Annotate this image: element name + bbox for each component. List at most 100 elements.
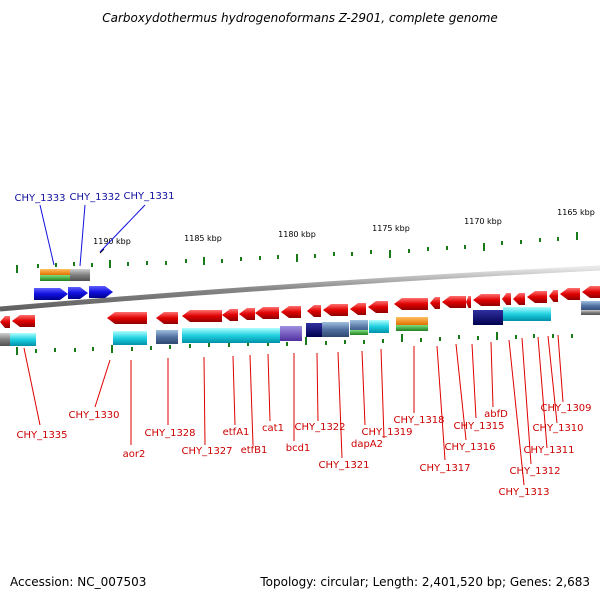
label-leader [39, 204, 55, 266]
gene-label: CHY_1335 [16, 430, 67, 441]
reverse-gene-arrow [466, 296, 471, 308]
gene-label: CHY_1331 [123, 191, 174, 202]
scale-label: 1175 kbp [372, 224, 410, 233]
label-leader [99, 204, 146, 253]
gene-label: CHY_1321 [318, 460, 369, 471]
label-leader [471, 343, 477, 419]
gene-label: CHY_1317 [419, 463, 470, 474]
annotation-feature [280, 326, 302, 341]
gene-label: bcd1 [286, 443, 311, 454]
reverse-gene-arrow [582, 286, 600, 298]
reverse-gene-arrow [527, 291, 547, 303]
annotation-feature [40, 269, 70, 275]
gene-label: CHY_1315 [453, 421, 504, 432]
annotation-feature [581, 310, 600, 315]
gene-label: CHY_1318 [393, 415, 444, 426]
label-leader [361, 350, 366, 426]
annotation-feature [503, 307, 551, 321]
genome-backbone [0, 265, 600, 312]
gene-label: CHY_1328 [144, 428, 195, 439]
accession-text: Accession: NC_007503 [10, 575, 146, 589]
annotation-feature [473, 310, 503, 325]
annotation-feature [369, 320, 389, 333]
gene-label: CHY_1327 [181, 446, 232, 457]
forward-gene-arrow [89, 286, 113, 298]
label-leader [232, 355, 236, 426]
scale-ticks [16, 232, 578, 355]
reverse-gene-arrow [502, 293, 511, 305]
reverse-gene-arrow [255, 307, 279, 319]
feature-track [0, 269, 600, 346]
annotation-feature [581, 301, 600, 311]
annotation-feature [350, 330, 368, 335]
annotation-feature [322, 322, 349, 337]
label-leaders [23, 204, 564, 486]
gene-label: CHY_1311 [523, 445, 574, 456]
gene-label: aor2 [123, 449, 146, 460]
gene-label: CHY_1309 [540, 403, 591, 414]
label-leader [316, 352, 319, 422]
scale-label-leader [99, 248, 105, 254]
label-leader [249, 354, 254, 446]
reverse-gene-arrow [513, 293, 525, 305]
gene-track [0, 286, 600, 328]
label-leader [380, 348, 385, 439]
scale-label: 1190 kbp [93, 237, 131, 246]
reverse-gene-arrow [549, 290, 558, 302]
reverse-gene-arrow [107, 312, 147, 324]
reverse-gene-arrow [442, 296, 466, 308]
reverse-gene-arrow [0, 316, 10, 328]
gene-label: abfD [484, 409, 508, 420]
gene-label: etfA1 [223, 427, 250, 438]
label-leader [94, 359, 111, 408]
reverse-gene-arrow [368, 301, 388, 313]
reverse-gene-arrow [281, 306, 301, 318]
gene-label: CHY_1332 [69, 192, 120, 203]
label-leader [547, 335, 558, 424]
gene-label: CHY_1316 [444, 442, 495, 453]
annotation-feature [396, 325, 428, 331]
label-leader [490, 341, 494, 408]
annotation-feature [40, 275, 70, 281]
label-leader [203, 356, 206, 446]
gene-label: CHY_1322 [294, 422, 345, 433]
label-leader [436, 345, 446, 461]
reverse-gene-arrow [307, 305, 321, 317]
label-leader [79, 204, 86, 267]
label-leader [557, 334, 564, 403]
forward-gene-arrow [34, 288, 68, 300]
annotation-feature [396, 317, 428, 325]
gene-label: CHY_1313 [498, 487, 549, 498]
scale-labels: 1190 kbp 1185 kbp 1180 kbp 1175 kbp 1170 kbp… [93, 208, 595, 254]
annotation-feature [113, 331, 147, 345]
reverse-gene-arrow [560, 288, 580, 300]
gene-label: dapA2 [351, 439, 383, 450]
annotation-feature [70, 269, 90, 281]
scale-label: 1180 kbp [278, 230, 316, 239]
reverse-gene-arrow [473, 294, 500, 306]
gene-label: cat1 [262, 423, 284, 434]
label-leader [521, 337, 532, 465]
reverse-gene-arrow [430, 297, 440, 309]
gene-labels: CHY_1333 CHY_1332 CHY_1331 CHY_1335CHY_1330… [14, 191, 591, 498]
scale-label: 1165 kbp [557, 208, 595, 217]
label-leader [455, 343, 467, 441]
reverse-gene-arrow [182, 310, 222, 322]
gene-label: CHY_1319 [361, 427, 412, 438]
genome-summary-text: Topology: circular; Length: 2,401,520 bp… [259, 575, 590, 589]
reverse-gene-arrow [222, 309, 238, 321]
gene-label: CHY_1310 [532, 423, 583, 434]
reverse-gene-arrow [239, 308, 255, 320]
label-leader [337, 351, 343, 459]
label-leader [23, 347, 41, 426]
reverse-gene-arrow [394, 298, 428, 310]
map-title: Carboxydothermus hydrogenoformans Z-2901… [102, 11, 498, 25]
gene-label: CHY_1312 [509, 466, 560, 477]
scale-label: 1170 kbp [464, 217, 502, 226]
gene-label: CHY_1333 [14, 193, 65, 204]
reverse-gene-arrow [156, 312, 178, 324]
reverse-gene-arrow [323, 304, 348, 316]
gene-label: etfB1 [241, 445, 268, 456]
annotation-feature [306, 323, 322, 337]
